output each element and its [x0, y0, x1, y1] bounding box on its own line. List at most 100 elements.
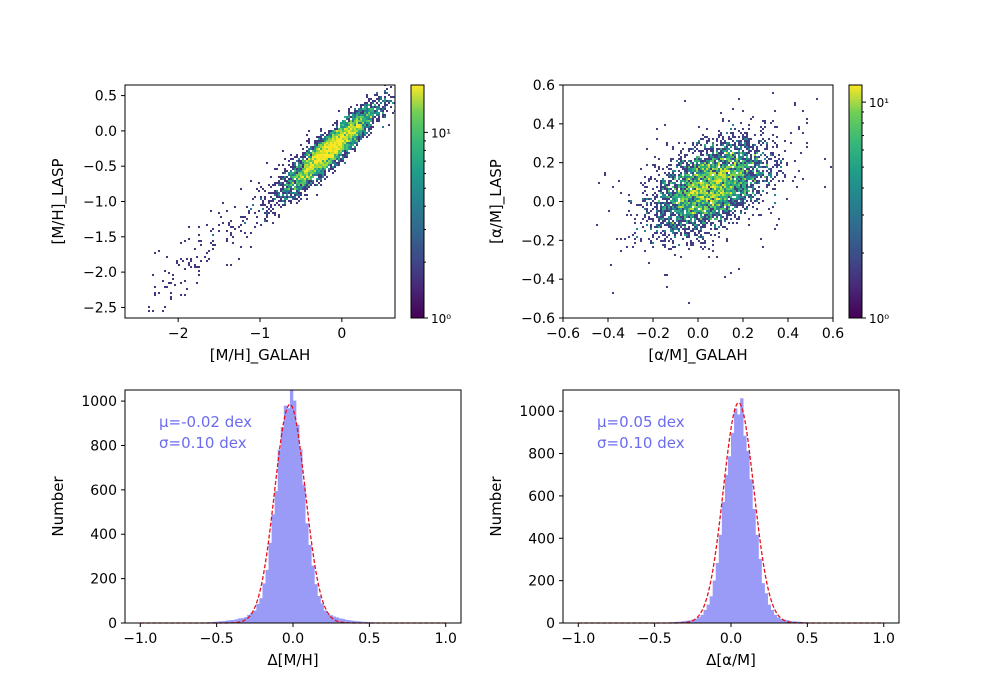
density-cell: [240, 246, 242, 248]
density-cell: [654, 166, 656, 168]
density-cell: [306, 186, 308, 188]
density-cell: [368, 108, 370, 110]
density-cell: [316, 140, 318, 142]
density-cell: [680, 222, 682, 224]
density-cell: [304, 194, 306, 196]
density-cell: [290, 174, 292, 176]
density-cell: [268, 192, 270, 194]
density-cell: [730, 202, 732, 204]
density-cell: [330, 152, 332, 154]
density-cell: [298, 160, 300, 162]
density-cell: [686, 192, 688, 194]
density-cell: [686, 186, 688, 188]
density-cell: [326, 154, 328, 156]
density-cell: [658, 224, 660, 226]
density-cell: [770, 122, 772, 124]
density-cell: [702, 192, 704, 194]
density-cell: [324, 142, 326, 144]
density-cell: [620, 250, 622, 252]
density-cell: [746, 166, 748, 168]
density-cell: [304, 160, 306, 162]
density-cell: [266, 212, 268, 214]
density-cell: [722, 212, 724, 214]
density-cell: [720, 184, 722, 186]
density-cell: [678, 186, 680, 188]
density-cell: [708, 140, 710, 142]
density-cell: [266, 216, 268, 218]
density-cell: [666, 204, 668, 206]
density-cell: [700, 210, 702, 212]
density-cell: [292, 178, 294, 180]
density-cell: [378, 98, 380, 100]
density-cell: [714, 174, 716, 176]
density-cell: [650, 218, 652, 220]
density-cell: [346, 122, 348, 124]
density-cell: [698, 172, 700, 174]
density-cell: [362, 132, 364, 134]
density-cell: [668, 248, 670, 250]
density-cell: [644, 190, 646, 192]
density-cell: [706, 158, 708, 160]
density-cell: [716, 178, 718, 180]
density-cell: [740, 166, 742, 168]
density-cell: [328, 144, 330, 146]
density-cell: [762, 174, 764, 176]
density-cell: [374, 106, 376, 108]
density-cell: [744, 176, 746, 178]
density-cell: [350, 120, 352, 122]
density-cell: [286, 182, 288, 184]
y-tick-label: 800: [90, 438, 117, 454]
density-cell: [322, 170, 324, 172]
density-cell: [310, 180, 312, 182]
density-cell: [680, 156, 682, 158]
density-cell: [336, 136, 338, 138]
density-cell: [188, 238, 190, 240]
density-cell: [742, 154, 744, 156]
density-cell: [766, 170, 768, 172]
density-cell: [712, 200, 714, 202]
density-cell: [348, 110, 350, 112]
density-cell: [370, 102, 372, 104]
density-cell: [732, 164, 734, 166]
density-cell: [334, 148, 336, 150]
density-cell: [362, 108, 364, 110]
density-cell: [724, 184, 726, 186]
density-cell: [302, 168, 304, 170]
density-cell: [720, 172, 722, 174]
density-cell: [308, 172, 310, 174]
histogram-bar: [314, 584, 318, 623]
density-cell: [754, 176, 756, 178]
density-cell: [706, 194, 708, 196]
density-cell: [760, 166, 762, 168]
density-cell: [316, 156, 318, 158]
density-cell: [734, 192, 736, 194]
density-cell: [772, 154, 774, 156]
density-cell: [280, 176, 282, 178]
density-cell: [356, 134, 358, 136]
density-cell: [678, 206, 680, 208]
density-cell: [688, 196, 690, 198]
density-cell: [732, 132, 734, 134]
density-cell: [652, 220, 654, 222]
density-cell: [318, 142, 320, 144]
colorbar-frame: [410, 84, 425, 319]
density-cell: [362, 110, 364, 112]
density-cell: [706, 136, 708, 138]
density-cell: [348, 152, 350, 154]
histogram-bar: [347, 620, 352, 623]
density-cell: [378, 108, 380, 110]
density-cell: [702, 186, 704, 188]
density-cell: [704, 162, 706, 164]
density-cell: [288, 188, 290, 190]
density-cell: [706, 166, 708, 168]
histogram-bar: [357, 621, 361, 623]
density-cell: [648, 262, 650, 264]
density-cell: [694, 192, 696, 194]
density-cell: [668, 198, 670, 200]
density-cell: [310, 156, 312, 158]
density-cell: [308, 166, 310, 168]
density-cell: [688, 170, 690, 172]
density-cell: [316, 180, 318, 182]
density-cell: [706, 180, 708, 182]
density-cell: [660, 210, 662, 212]
